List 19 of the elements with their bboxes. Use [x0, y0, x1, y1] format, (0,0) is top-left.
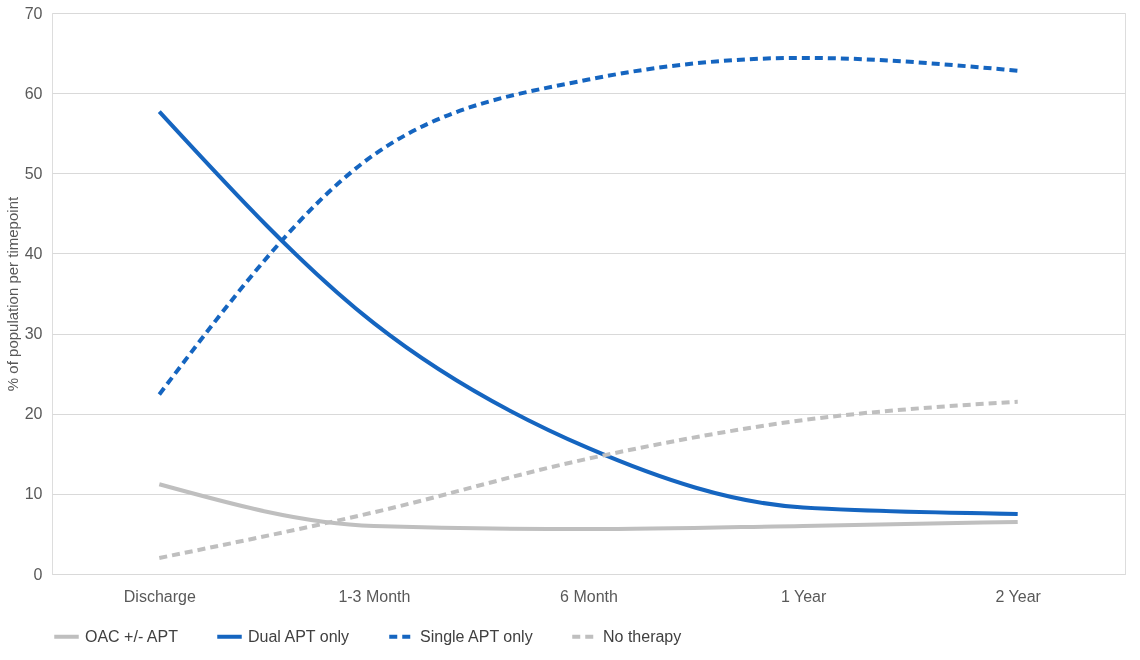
x-tick-label: 6 Month [560, 587, 618, 605]
y-tick-label: 10 [24, 485, 43, 503]
x-tick-label: 1 Year [780, 587, 827, 605]
legend-label: No therapy [603, 627, 682, 645]
y-tick-label: 0 [33, 565, 43, 583]
x-tick-label: 2 Year [995, 587, 1042, 605]
y-tick-label: 30 [24, 325, 43, 343]
y-tick-label: 50 [24, 164, 43, 182]
legend-label: OAC +/- APT [85, 627, 179, 645]
y-axis-title: % of population per timepoint [3, 196, 21, 392]
y-tick-label: 20 [24, 405, 43, 423]
x-tick-label: 1-3 Month [338, 587, 411, 605]
y-tick-label: 60 [24, 84, 43, 102]
y-tick-label: 70 [24, 4, 43, 22]
y-tick-label: 40 [24, 244, 43, 262]
x-tick-label: Discharge [123, 587, 196, 605]
legend-label: Dual APT only [248, 627, 350, 645]
legend-label: Single APT only [420, 627, 533, 645]
line-series [157, 399, 1020, 560]
